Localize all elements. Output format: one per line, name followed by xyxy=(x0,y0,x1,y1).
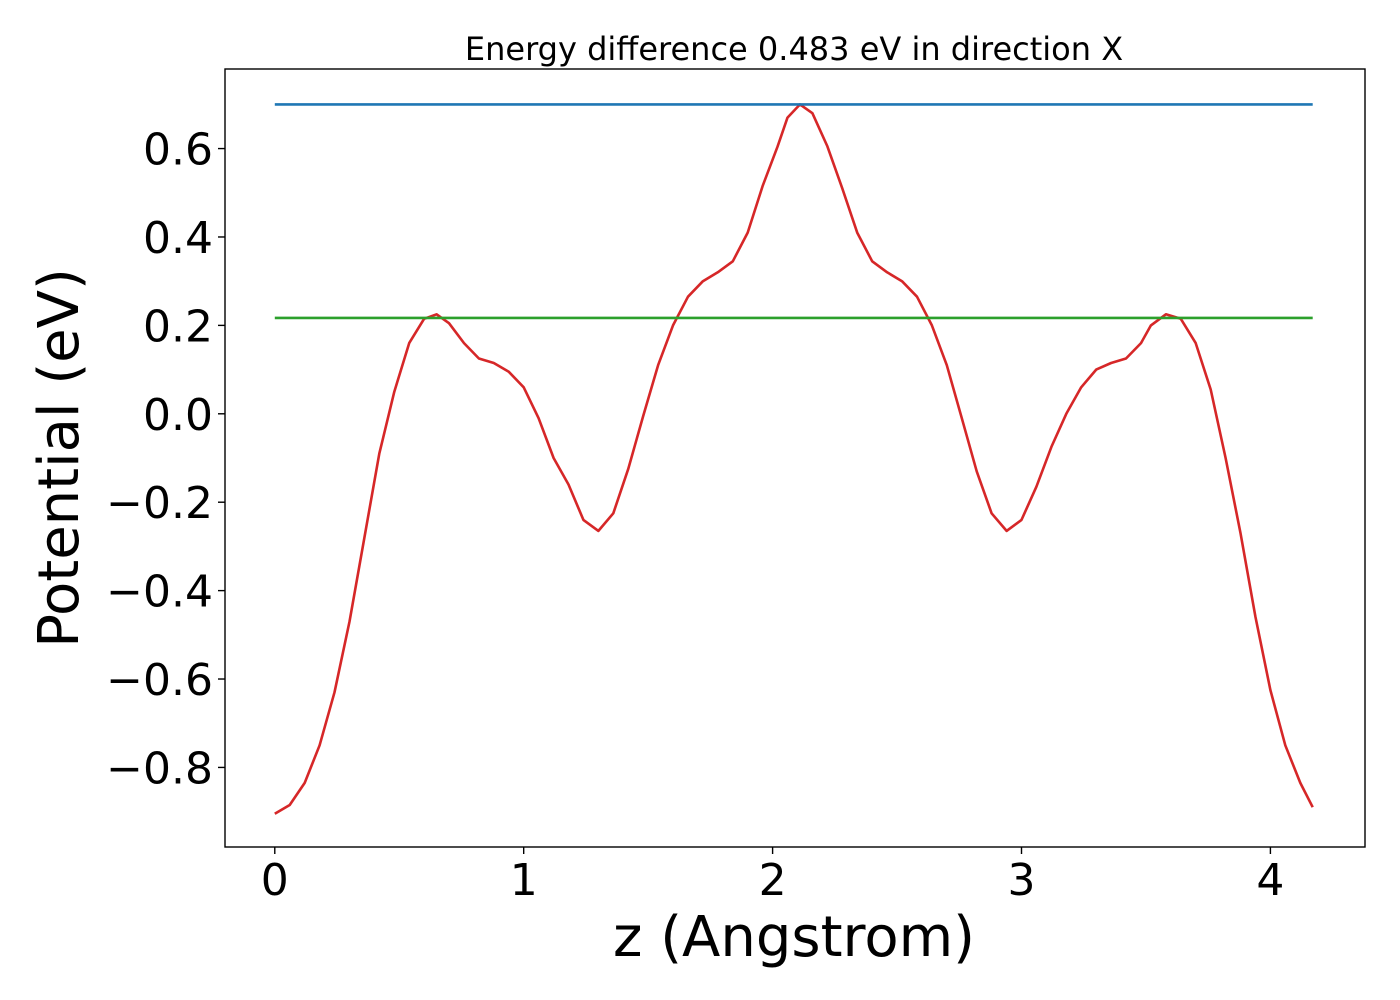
plot-frame xyxy=(224,68,1366,848)
series-layer xyxy=(274,103,1314,815)
y-axis-ticks: −0.8 −0.6 −0.4 −0.2 0.0 0.2 0.4 0.6 xyxy=(106,125,225,794)
chart-title: Energy difference 0.483 eV in direction … xyxy=(465,30,1123,68)
x-tick-label: 1 xyxy=(510,855,538,906)
x-tick-label: 2 xyxy=(759,855,787,906)
x-axis-label: z (Angstrom) xyxy=(613,905,975,970)
x-tick-label: 3 xyxy=(1008,855,1036,906)
x-axis-ticks: 0 1 2 3 4 xyxy=(261,847,1284,906)
y-tick-label: −0.8 xyxy=(106,743,213,794)
series-line-0 xyxy=(274,103,1314,815)
y-tick-label: −0.2 xyxy=(106,478,213,529)
y-axis-label: Potential (eV) xyxy=(27,268,92,648)
y-tick-label: 0.2 xyxy=(143,301,213,352)
x-tick-label: 4 xyxy=(1256,855,1284,906)
y-tick-label: −0.4 xyxy=(106,567,213,618)
y-tick-label: 0.6 xyxy=(143,125,213,176)
y-tick-label: 0.0 xyxy=(143,390,213,441)
y-tick-label: 0.4 xyxy=(143,213,213,264)
x-tick-label: 0 xyxy=(261,855,289,906)
y-tick-label: −0.6 xyxy=(106,655,213,706)
